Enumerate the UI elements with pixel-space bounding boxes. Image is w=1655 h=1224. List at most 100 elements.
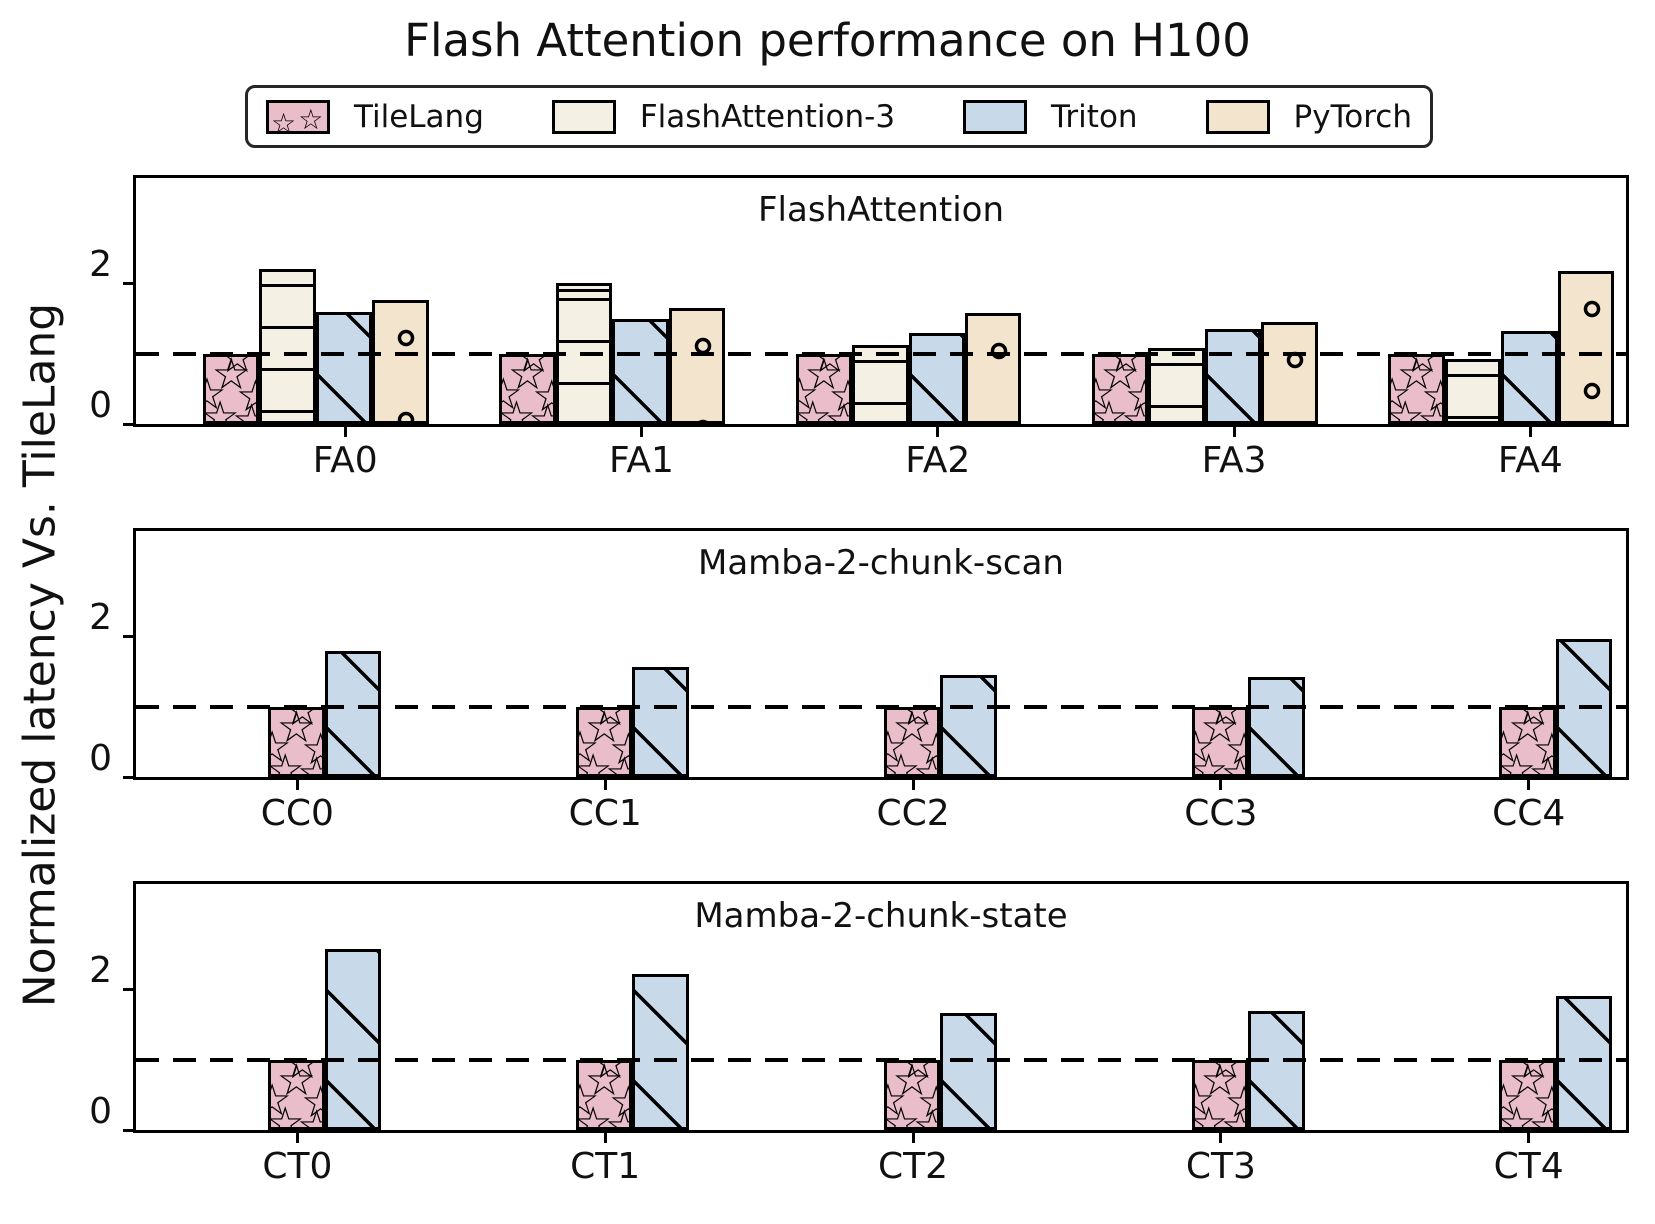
star-hatch-glyph: ☆ <box>1507 706 1548 753</box>
star-hatch-glyph: ☆ <box>528 399 553 421</box>
bar-CC2-tilelang: ☆☆☆☆☆☆ <box>883 706 941 777</box>
star-hatch-glyph: ☆ <box>268 1097 305 1130</box>
star-hatch-glyph: ☆ <box>1206 1059 1246 1089</box>
star-hatch-glyph: ☆ <box>605 752 630 774</box>
star-hatch-glyph: ☆ <box>1507 1059 1548 1106</box>
y-tick-mark <box>123 987 136 991</box>
bar-FA4-triton <box>1501 330 1558 424</box>
star-hatch-glyph: ☆ <box>1220 752 1245 774</box>
star-hatch-glyph: ☆ <box>887 1079 908 1123</box>
bar-FA3-flashattention-3 <box>1148 348 1205 424</box>
star-hatch-glyph: ☆ <box>898 706 938 736</box>
star-hatch-glyph: ☆ <box>217 353 258 383</box>
subplot-mamba-2-chunk-scan: 02☆☆☆☆☆☆CC0☆☆☆☆☆☆CC1☆☆☆☆☆☆CC2☆☆☆☆☆☆CC3☆☆… <box>89 528 1629 834</box>
star-hatch-glyph: ☆ <box>276 1059 317 1106</box>
star-hatch-glyph: ☆ <box>1224 727 1245 772</box>
y-tick-label: 2 <box>89 597 112 639</box>
x-tick-mark <box>295 777 299 790</box>
x-tick-mark <box>1232 424 1236 437</box>
bar-CC4-tilelang: ☆☆☆☆☆☆ <box>1499 706 1556 777</box>
y-tick-label: 2 <box>89 950 112 992</box>
star-hatch-glyph: ☆ <box>1195 726 1216 770</box>
y-tick-label: 0 <box>89 385 112 426</box>
x-tick-label-CT0: CT0 <box>262 1146 333 1187</box>
bar-FA3-tilelang: ☆☆☆☆☆☆ <box>1091 353 1149 424</box>
star-hatch-glyph: ☆ <box>590 1059 630 1089</box>
star-hatch-glyph: ☆ <box>271 1079 292 1123</box>
y-axis-label: Normalized latency Vs. TileLang <box>14 302 66 1008</box>
y-tick-mark <box>123 422 136 426</box>
star-hatch-glyph: ☆ <box>1396 353 1437 400</box>
y-tick-mark <box>123 634 136 638</box>
x-tick-mark <box>911 777 915 790</box>
legend-label: FlashAttention-3 <box>639 98 896 135</box>
star-hatch-glyph: ☆ <box>1502 726 1523 770</box>
legend-label: PyTorch <box>1293 98 1412 135</box>
star-hatch-glyph: ☆ <box>828 374 849 419</box>
star-hatch-glyph: ☆ <box>282 706 323 736</box>
star-hatch-glyph: ☆ <box>1195 1079 1216 1123</box>
bar-CC3-triton <box>1248 676 1305 777</box>
star-hatch-glyph: ☆ <box>1191 1097 1229 1130</box>
x-tick-mark <box>1527 777 1531 790</box>
star-hatch-glyph: ☆ <box>575 744 613 777</box>
x-tick-label-CC1: CC1 <box>568 793 642 834</box>
star-hatch-glyph: ☆ <box>282 1059 323 1089</box>
star-hatch-glyph: ☆ <box>579 726 600 770</box>
x-tick-label-CT2: CT2 <box>878 1146 949 1187</box>
bar-CT1-triton <box>632 973 689 1130</box>
star-hatch-glyph: ☆ <box>883 1097 921 1130</box>
subplot-mamba-2-chunk-state: 02☆☆☆☆☆☆CT0☆☆☆☆☆☆CT1☆☆☆☆☆☆CT2☆☆☆☆☆☆CT3☆☆… <box>89 881 1629 1187</box>
star-hatch-glyph: ☆ <box>513 353 554 383</box>
x-tick-label-CT4: CT4 <box>1493 1146 1564 1187</box>
star-hatch-glyph: ☆ <box>1200 1059 1240 1106</box>
star-hatch-glyph: ☆ <box>1206 706 1246 736</box>
bar-CC1-triton <box>632 667 689 777</box>
figure-title: Flash Attention performance on H100 <box>404 14 1251 67</box>
x-tick-label-FA4: FA4 <box>1497 440 1563 481</box>
bar-CT4-tilelang: ☆☆☆☆☆☆ <box>1499 1059 1556 1130</box>
star-hatch-glyph: ☆ <box>203 391 240 424</box>
x-tick-label-CC2: CC2 <box>876 793 950 834</box>
bar-FA4-flashattention-3 <box>1444 358 1502 424</box>
bar-CT0-triton <box>324 948 382 1130</box>
star-hatch-glyph: ☆ <box>892 706 932 753</box>
star-hatch-glyph: ☆ <box>609 727 630 772</box>
star-hatch-glyph: ☆ <box>605 1105 630 1127</box>
reference-line-y1 <box>136 351 1626 356</box>
x-tick-mark <box>603 1130 607 1143</box>
star-hatch-glyph: ☆ <box>232 399 257 421</box>
star-hatch-glyph: ☆ <box>301 727 322 772</box>
star-hatch-glyph: ☆ <box>301 1080 322 1125</box>
star-hatch-glyph: ☆ <box>824 399 849 421</box>
legend-swatch-hline <box>551 99 616 134</box>
star-hatch-glyph: ☆ <box>1106 353 1146 383</box>
star-hatch-glyph: ☆ <box>1528 752 1553 774</box>
star-hatch-glyph: ☆ <box>1532 727 1553 772</box>
y-tick-label: 2 <box>89 244 112 286</box>
star-hatch-glyph: ☆ <box>1095 373 1116 417</box>
star-hatch-glyph: ☆ <box>532 374 553 419</box>
star-hatch-glyph: ☆ <box>912 752 937 774</box>
panel-title: Mamba-2-chunk-state <box>694 896 1068 936</box>
x-tick-mark <box>639 424 643 437</box>
star-hatch-glyph: ☆ <box>590 706 630 736</box>
x-tick-mark <box>936 424 940 437</box>
star-hatch-glyph: ☆ <box>1499 1097 1537 1130</box>
panel-title: FlashAttention <box>757 190 1005 230</box>
star-hatch-glyph: ☆ <box>1200 706 1240 753</box>
star-hatch-glyph: ☆ <box>1417 399 1442 421</box>
star-hatch-glyph: ☆ <box>883 744 921 777</box>
star-hatch-glyph: ☆ <box>499 391 537 424</box>
legend-box: ☆ ☆ TileLang FlashAttention-3 Triton PyTorch <box>245 85 1433 148</box>
star-hatch-glyph: ☆ <box>1391 373 1412 417</box>
x-tick-label-FA0: FA0 <box>312 440 378 481</box>
legend-swatch-circle <box>1205 99 1270 134</box>
bar-CC0-tilelang: ☆☆☆☆☆☆ <box>268 706 325 777</box>
star-hatch-glyph: ☆ <box>892 1059 932 1106</box>
star-hatch-glyph: ☆ <box>1091 391 1129 424</box>
legend-item-flashattention-3: FlashAttention-3 <box>551 98 896 135</box>
star-hatch-glyph: ☆ <box>799 373 820 417</box>
bar-FA2-triton <box>908 332 965 424</box>
